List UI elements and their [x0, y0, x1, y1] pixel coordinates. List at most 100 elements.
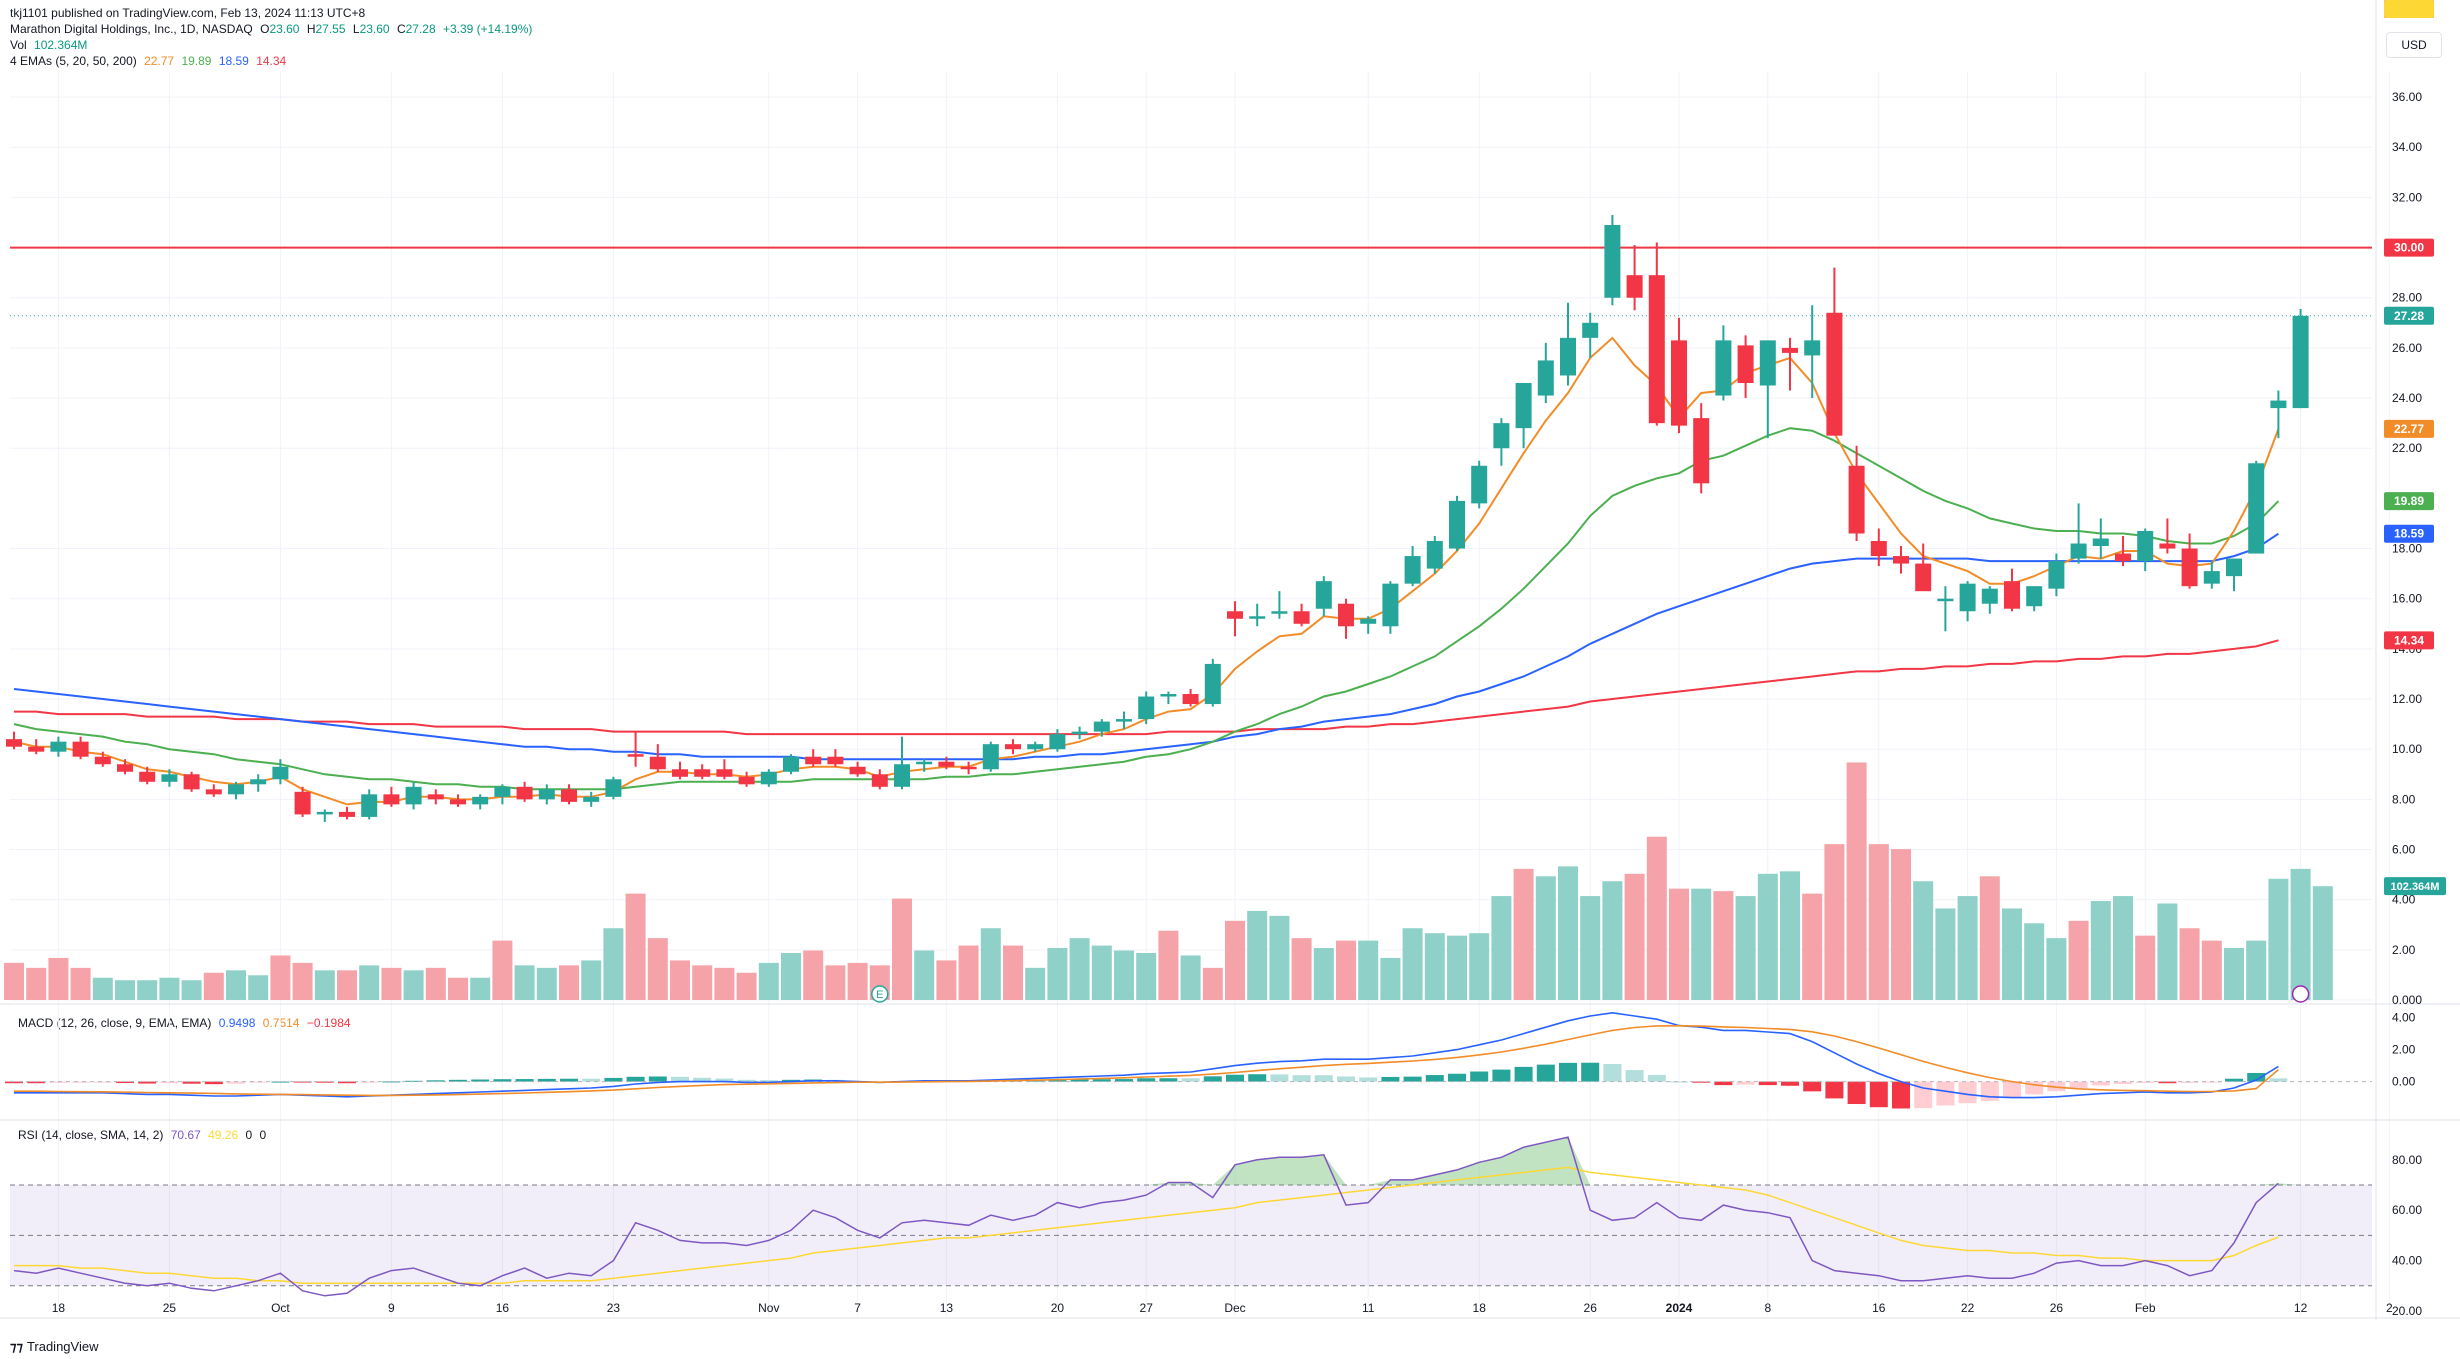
volume-bar	[2046, 938, 2067, 1000]
macd-histogram-bar	[1692, 1081, 1711, 1083]
time-tick-label: 22	[1961, 1301, 1975, 1315]
macd-histogram-bar	[1714, 1081, 1733, 1086]
volume-bar	[958, 945, 979, 1000]
macd-histogram-bar	[1092, 1079, 1111, 1082]
macd-histogram-bar	[1137, 1078, 1156, 1082]
candle-body	[827, 756, 844, 765]
ema-line: 4 EMAs (5, 20, 50, 200) 22.77 19.89 18.5…	[10, 54, 290, 68]
ema-price-tag: 19.89	[2394, 494, 2424, 508]
macd-histogram-bar	[1670, 1081, 1688, 1083]
currency-button[interactable]: USD	[2386, 32, 2442, 58]
time-tick-label: 9	[388, 1301, 395, 1315]
macd-histogram-bar	[1492, 1069, 1511, 1082]
macd-histogram-bar	[27, 1081, 46, 1084]
volume-bar	[736, 972, 757, 1000]
earnings-marker	[871, 985, 889, 1003]
volume-bar	[1469, 933, 1490, 1000]
macd-histogram-bar	[116, 1081, 134, 1084]
candle-body	[2026, 586, 2043, 607]
time-tick-label: 7	[854, 1301, 861, 1315]
volume-bar	[1624, 873, 1645, 1000]
macd-histogram-bar	[1181, 1078, 1200, 1082]
volume-bar	[2002, 908, 2022, 1000]
candle-body	[1204, 663, 1221, 705]
time-tick-label: 18	[52, 1301, 66, 1315]
time-tick-label: 12	[2294, 1301, 2308, 1315]
candle-body	[316, 811, 333, 815]
candle-body	[649, 756, 666, 770]
candle-body	[6, 739, 22, 747]
macd-label: MACD (12, 26, close, 9, EMA, EMA)	[18, 1016, 212, 1030]
volume-bar	[1114, 950, 1134, 1000]
volume-bar	[1136, 952, 1157, 1000]
candle-body	[161, 774, 178, 782]
volume-bar	[4, 962, 24, 1000]
volume-bar	[1846, 762, 1867, 1000]
price-tick-label: 2.00	[2392, 943, 2416, 957]
signal-value: 0.7514	[262, 1016, 300, 1030]
volume-bar	[1202, 967, 1223, 1000]
change-value: +3.39 (+14.19%)	[442, 22, 533, 36]
volume-bar	[70, 967, 91, 1000]
volume-bar	[1003, 945, 1023, 1000]
macd-histogram-bar	[1425, 1075, 1444, 1082]
time-tick-label: 20	[1051, 1301, 1065, 1315]
candle-body	[94, 756, 111, 765]
rsi-tick-label: 60.00	[2392, 1203, 2422, 1217]
volume-bar	[2246, 940, 2267, 1000]
macd-histogram-bar	[2003, 1081, 2021, 1098]
candle-body	[1293, 611, 1310, 624]
candle-body	[605, 779, 622, 797]
candle-body	[516, 786, 533, 800]
price-tick-label: 22.00	[2392, 441, 2422, 455]
candle-body	[183, 774, 200, 790]
candle-body	[2048, 561, 2065, 589]
volume-bar	[1691, 888, 1712, 1000]
macd-histogram-bar	[759, 1080, 778, 1082]
volume-bar	[381, 967, 402, 1000]
open-value: 23.60	[269, 22, 300, 36]
candle-body	[1626, 275, 1643, 298]
macd-histogram-bar	[560, 1078, 578, 1082]
volume-bar	[1025, 967, 1046, 1000]
candle-body	[117, 764, 133, 772]
volume-bar	[1891, 849, 1911, 1000]
candle-body	[1560, 337, 1576, 376]
volume-bar	[692, 965, 713, 1000]
candle-body	[2115, 553, 2131, 562]
volume-bar	[137, 980, 158, 1000]
candle-body	[1005, 744, 1021, 750]
price-tick-label: 36.00	[2392, 90, 2422, 104]
volume-bar	[1780, 871, 1800, 1000]
macd-tick-label: 4.00	[2392, 1011, 2416, 1025]
macd-histogram-bar	[182, 1081, 201, 1084]
low-label: L	[352, 22, 360, 36]
ema-price-tag-bg	[2384, 631, 2434, 650]
rsi-ma-value-tag: 49.26	[2394, 0, 2424, 3]
tradingview-brand[interactable]: ⁊⁊ TradingView	[10, 1339, 98, 1355]
macd-histogram-bar	[1448, 1073, 1466, 1082]
macd-histogram-bar	[1536, 1064, 1555, 1082]
macd-histogram-bar	[1048, 1079, 1067, 1082]
price-tick-label: 26.00	[2392, 341, 2422, 355]
macd-histogram-bar	[1248, 1074, 1267, 1082]
macd-histogram-bar	[537, 1078, 556, 1082]
macd-histogram-bar	[515, 1079, 534, 1082]
macd-histogram-bar	[2269, 1078, 2288, 1082]
macd-histogram-bar	[1470, 1071, 1489, 1082]
candle-body	[1870, 541, 1887, 557]
price-tick-label: 6.00	[2392, 843, 2416, 857]
time-tick-label: 8	[1764, 1301, 1771, 1315]
macd-histogram-bar	[1869, 1081, 1888, 1108]
volume-bar	[337, 970, 357, 1000]
macd-histogram-bar	[782, 1079, 800, 1082]
macd-histogram-bar	[1403, 1076, 1422, 1082]
ema20-line	[13, 427, 2280, 791]
macd-histogram-bar	[1892, 1081, 1910, 1109]
volume-bar	[248, 975, 269, 1000]
volume-bar	[1091, 945, 1112, 1000]
candle-body	[783, 756, 799, 772]
price-tick-label: 16.00	[2392, 592, 2422, 606]
candle-body	[1759, 340, 1776, 386]
